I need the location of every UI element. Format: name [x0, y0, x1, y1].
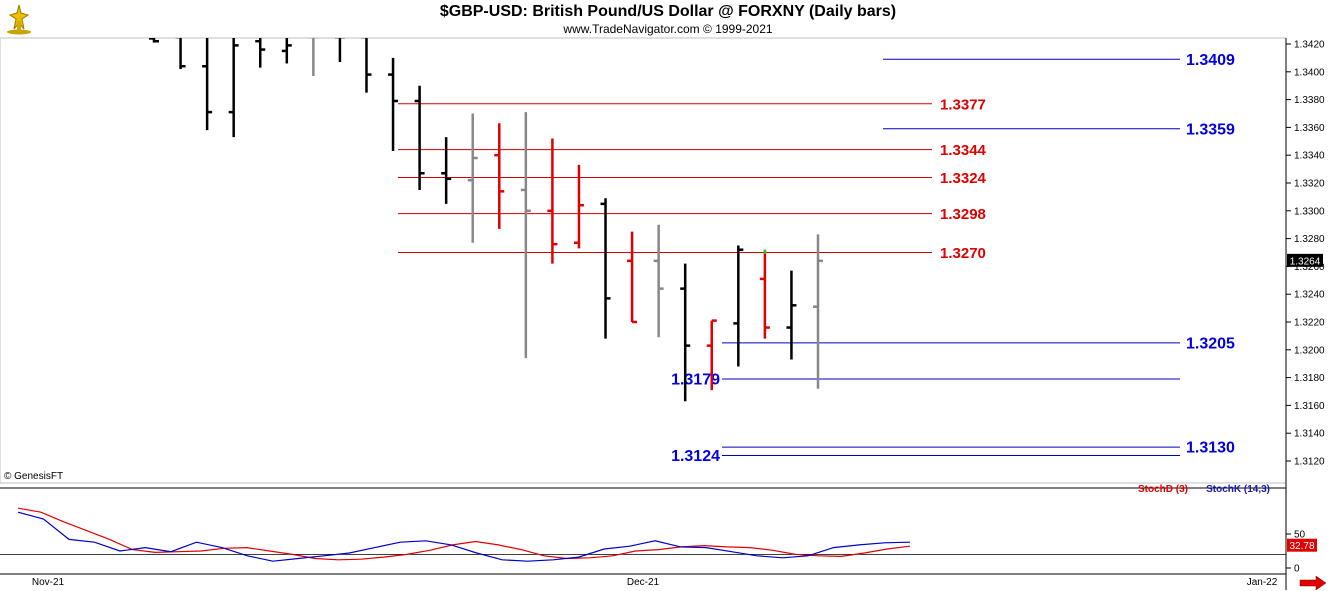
ohlc-bar: [414, 85, 425, 190]
price-tick-label: 1.3180: [1294, 373, 1325, 384]
price-tick-label: 1.3380: [1294, 95, 1325, 106]
resistance-level-label: 1.3324: [940, 170, 987, 187]
ohlc-bar: [706, 319, 717, 391]
resistance-level-label: 1.3298: [940, 206, 986, 223]
ohlc-bar: [653, 224, 664, 338]
ohlc-bar: [149, 38, 159, 43]
ohlc-bar: [281, 38, 292, 64]
price-tick-label: 1.3320: [1294, 179, 1325, 190]
support-level-label: 1.3205: [1186, 335, 1235, 352]
price-tick-label: 1.3400: [1294, 67, 1325, 78]
ohlc-bar: [786, 270, 797, 360]
stochastic-panel: 50 0 StochD (3) StochK (14,3) 32.78: [0, 484, 1317, 575]
last-price-label: 1.3264: [1290, 256, 1321, 267]
price-levels: 1.3409 1.3377 1.3359 1.3344 1.3324 1.3298 1.32…: [398, 52, 1235, 465]
stoch-k-line: [17, 511, 911, 562]
price-tick-label: 1.3300: [1294, 206, 1325, 217]
time-axis: Nov-21 Dec-21 Jan-22: [32, 577, 1278, 588]
ohlc-bar: [494, 123, 505, 229]
time-tick-label: Nov-21: [32, 577, 65, 588]
support-level-label: 1.3130: [1186, 440, 1235, 457]
scroll-right-button[interactable]: [1299, 575, 1327, 591]
ohlc-bar: [388, 57, 399, 152]
price-tick-label: 1.3260: [1294, 262, 1325, 273]
chart-header: $GBP-USD: British Pound/US Dollar @ FORX…: [0, 0, 1336, 38]
ohlc-bar: [308, 38, 319, 76]
stoch-last-value-label: 32.78: [1289, 541, 1314, 552]
price-plot-area: [0, 37, 1287, 484]
ohlc-bar: [255, 38, 266, 68]
resistance-level-label: 1.3270: [940, 245, 986, 262]
time-tick-label: Jan-22: [1247, 577, 1278, 588]
price-tick-label: 1.3360: [1294, 123, 1325, 134]
copyright-label: © GenesisFT: [4, 471, 63, 482]
ohlc-bar: [202, 38, 213, 131]
support-level-label: 1.3179: [671, 371, 720, 388]
support-level-label: 1.3359: [1186, 121, 1235, 138]
price-tick-label: 1.3120: [1294, 457, 1325, 468]
price-tick-label: 1.3280: [1294, 234, 1325, 245]
time-tick-label: Dec-21: [627, 577, 660, 588]
ohlc-bar: [547, 138, 558, 264]
chart-subtitle: www.TradeNavigator.com © 1999-2021: [563, 22, 773, 36]
ohlc-bar: [175, 38, 186, 70]
trade-navigator-logo-icon: [7, 4, 31, 35]
arrow-right-icon[interactable]: [1299, 575, 1327, 591]
ohlc-bar: [441, 137, 452, 204]
chart-title: $GBP-USD: British Pound/US Dollar @ FORX…: [439, 3, 897, 20]
ohlc-bar: [361, 38, 372, 93]
price-tick-label: 1.3420: [1294, 40, 1325, 51]
ohlc-bar: [733, 245, 744, 367]
price-tick-label: 1.3340: [1294, 151, 1325, 162]
ohlc-bar: [759, 249, 770, 339]
legend-stoch-d: StochD (3): [1138, 484, 1188, 495]
ohlc-bar: [467, 113, 478, 243]
ohlc-bar: [573, 164, 584, 249]
stoch-tick-label: 50: [1294, 530, 1306, 541]
ohlc-bar: [228, 38, 239, 138]
price-tick-label: 1.3140: [1294, 429, 1325, 440]
last-price-tag: 1.3264: [1287, 253, 1323, 267]
ohlc-bars: [149, 38, 823, 402]
stoch-last-value-tag: [1287, 538, 1317, 552]
ohlc-bar: [600, 198, 611, 339]
stoch-d-line: [17, 507, 911, 561]
ohlc-bar: [520, 112, 531, 359]
ohlc-bar: [813, 234, 823, 389]
support-level-label: 1.3124: [671, 448, 720, 465]
price-tick-label: 1.3160: [1294, 401, 1325, 412]
stoch-tick-label: 0: [1294, 564, 1300, 575]
ohlc-bar: [627, 231, 638, 324]
ohlc-bar: [334, 38, 345, 63]
legend-stoch-k: StochK (14,3): [1206, 484, 1270, 495]
price-tick-label: 1.3200: [1294, 345, 1325, 356]
ohlc-bar: [680, 263, 691, 402]
support-level-label: 1.3409: [1186, 52, 1235, 69]
resistance-level-label: 1.3377: [940, 96, 986, 113]
resistance-level-label: 1.3344: [940, 142, 987, 159]
price-tick-label: 1.3240: [1294, 290, 1325, 301]
price-tick-label: 1.3220: [1294, 318, 1325, 329]
price-axis: 1.3420 1.3400 1.3380 1.3360 1.3340 1.3320 1.33…: [1286, 40, 1325, 468]
